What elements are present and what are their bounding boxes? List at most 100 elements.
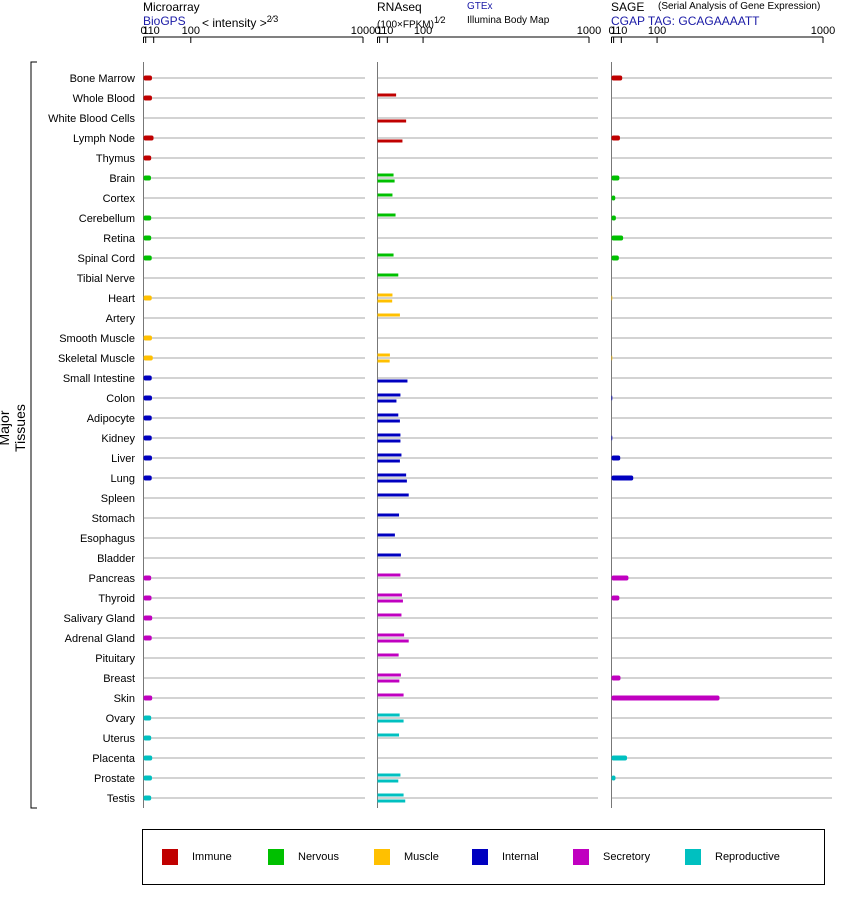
tissue-label: Kidney — [101, 433, 135, 445]
rnaseq-gtex-bar — [377, 593, 402, 597]
sage-bar — [611, 235, 624, 241]
rnaseq-ibm-bar — [377, 139, 403, 143]
x-tick-label: 100 — [414, 25, 432, 37]
sage-bar — [611, 195, 616, 201]
x-tick-label: 100 — [182, 25, 200, 37]
microarray-bar — [143, 595, 152, 601]
tissue-label: Bladder — [97, 553, 135, 565]
tissue-label: Breast — [103, 673, 135, 685]
rnaseq-unit: (100×FPKM)1⁄2 — [377, 15, 445, 30]
tissue-label: Pancreas — [89, 573, 136, 585]
tissue-label: Brain — [109, 173, 135, 185]
microarray-bar — [143, 615, 153, 621]
sage-bar — [611, 215, 616, 221]
microarray-source: BioGPS — [143, 14, 186, 28]
x-tick-label: 1 — [377, 25, 383, 37]
rnaseq-exponent: 1⁄2 — [433, 15, 446, 25]
rnaseq-ibm-bar — [377, 719, 404, 723]
rnaseq-gtex-bar — [377, 273, 399, 277]
rnaseq-gtex-bar — [377, 253, 394, 257]
rnaseq-gtex-bar — [377, 693, 404, 697]
microarray-bar — [143, 395, 152, 401]
microarray-bar — [143, 435, 152, 441]
x-tick-label: 10 — [381, 25, 393, 37]
tissue-label: Heart — [108, 293, 135, 305]
tissue-label: Cerebellum — [79, 213, 135, 225]
legend-item: Internal — [472, 849, 539, 865]
microarray-bar — [143, 775, 152, 781]
rnaseq-gtex-bar — [377, 773, 401, 777]
rnaseq-gtex-bar — [377, 473, 407, 477]
legend-label: Nervous — [298, 851, 339, 863]
sage-subtitle: (Serial Analysis of Gene Expression) — [658, 1, 821, 12]
legend-item: Immune — [162, 849, 232, 865]
legend-swatch — [685, 849, 701, 865]
rnaseq-gtex-bar — [377, 673, 401, 677]
rnaseq-gtex-bar — [377, 573, 401, 577]
microarray-bar — [143, 295, 152, 301]
tissue-label: Artery — [106, 313, 136, 325]
legend-item: Reproductive — [685, 849, 780, 865]
sage-bar — [611, 695, 720, 701]
tissue-label: Liver — [111, 453, 135, 465]
tissue-label: White Blood Cells — [48, 113, 135, 125]
tissue-label: Whole Blood — [73, 93, 135, 105]
x-tick-label: 0 — [140, 25, 146, 37]
rnaseq-gtex-bar — [377, 733, 400, 737]
microarray-metric-text: < intensity > — [202, 16, 267, 30]
rnaseq-gtex-bar — [377, 313, 400, 317]
tissue-label: Thyroid — [98, 593, 135, 605]
legend-item: Secretory — [573, 849, 650, 865]
x-tick-label: 0 — [608, 25, 614, 37]
rnaseq-ibm-bar — [377, 639, 409, 643]
x-tick-label: 1000 — [577, 25, 601, 37]
sage-title: SAGE — [611, 0, 645, 14]
microarray-bar — [143, 215, 152, 221]
tissue-label: Smooth Muscle — [59, 333, 135, 345]
sage-bar — [611, 755, 628, 761]
microarray-bar — [143, 695, 153, 701]
microarray-bar — [143, 175, 151, 181]
rnaseq-unit-text: (100×FPKM) — [377, 19, 434, 31]
tissue-label: Ovary — [106, 713, 136, 725]
microarray-bar — [143, 795, 152, 801]
microarray-bar — [143, 335, 152, 341]
tissue-label: Skeletal Muscle — [58, 353, 135, 365]
rnaseq-ibm-bar — [377, 459, 400, 463]
rnaseq-ibm-bar — [377, 799, 406, 803]
microarray-bar — [143, 375, 152, 381]
rnaseq-ibm-bar — [377, 119, 407, 123]
rnaseq-gtex-bar — [377, 713, 400, 717]
microarray-title: Microarray — [143, 0, 200, 14]
rnaseq-gtex-bar — [377, 613, 402, 617]
rnaseq-gtex-bar — [377, 453, 402, 457]
legend-swatch — [162, 849, 178, 865]
legend-label: Immune — [192, 851, 232, 863]
rnaseq-gtex-bar — [377, 193, 393, 197]
tissue-label: Spleen — [101, 493, 135, 505]
x-tick-label: 10 — [615, 25, 627, 37]
legend-label: Reproductive — [715, 851, 780, 863]
sage-bar — [611, 435, 613, 441]
sage-bar — [611, 775, 616, 781]
tissue-label: Adipocyte — [87, 413, 135, 425]
tissue-label: Bone Marrow — [70, 73, 135, 85]
legend: Immune Nervous Muscle Internal Secretory Repr… — [142, 829, 825, 885]
rnaseq-gtex-bar — [377, 433, 401, 437]
tissue-label: Uterus — [103, 733, 136, 745]
rnaseq-ibm-bar — [377, 419, 400, 423]
legend-swatch — [374, 849, 390, 865]
rnaseq-gtex-bar — [377, 213, 396, 217]
rnaseq-gtex-bar — [377, 793, 404, 797]
rnaseq-gtex-bar — [377, 173, 394, 177]
microarray-bar — [143, 355, 153, 361]
tissue-label: Skin — [114, 693, 135, 705]
x-tick-label: 0 — [374, 25, 380, 37]
rnaseq-ibm-bar — [377, 479, 407, 483]
sage-bar — [611, 675, 621, 681]
sage-tag: CGAP TAG: GCAGAAAATT — [611, 14, 760, 28]
microarray-bar — [143, 75, 152, 81]
microarray-bar — [143, 475, 152, 481]
tissue-label: Placenta — [92, 753, 136, 765]
